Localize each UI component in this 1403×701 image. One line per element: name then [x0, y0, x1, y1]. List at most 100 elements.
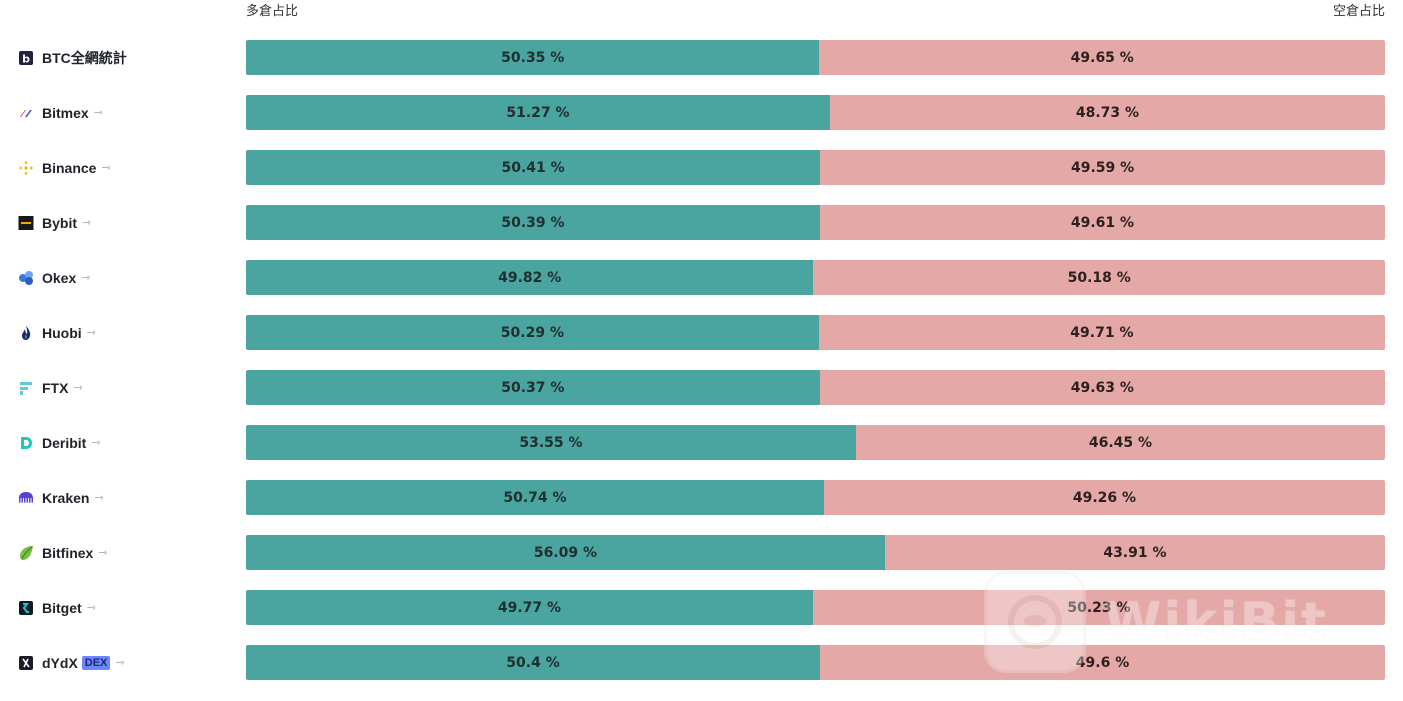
exchange-row: Bitfinex ⇾ 56.09 % 43.91 %: [0, 535, 1403, 590]
share-icon[interactable]: ⇾: [94, 492, 104, 504]
short-segment: 49.61 %: [819, 205, 1385, 240]
exchange-label[interactable]: dYdX DEX ⇾: [18, 645, 125, 680]
short-segment: 49.6 %: [820, 645, 1385, 680]
short-segment: 50.23 %: [812, 590, 1385, 625]
long-segment: 50.35 %: [246, 40, 820, 75]
ratio-bar: 50.41 % 49.59 %: [246, 150, 1385, 185]
dex-badge: DEX: [81, 655, 111, 670]
exchange-row: Bybit ⇾ 50.39 % 49.61 %: [0, 205, 1403, 260]
exchange-name: Bybit: [42, 214, 77, 231]
bitfinex-icon: [18, 545, 34, 561]
exchange-row: FTX ⇾ 50.37 % 49.63 %: [0, 370, 1403, 425]
short-segment: 49.71 %: [818, 315, 1385, 350]
exchange-row: dYdX DEX ⇾ 50.4 % 49.6 %: [0, 645, 1403, 700]
exchange-label[interactable]: Okex ⇾: [18, 260, 90, 295]
ratio-bar: 56.09 % 43.91 %: [246, 535, 1385, 570]
exchange-label[interactable]: Bitmex ⇾: [18, 95, 103, 130]
exchange-label[interactable]: b BTC全網統計: [18, 40, 127, 75]
exchange-row: Okex ⇾ 49.82 % 50.18 %: [0, 260, 1403, 315]
share-icon[interactable]: ⇾: [73, 382, 83, 394]
long-segment: 56.09 %: [246, 535, 885, 570]
exchange-row: Deribit ⇾ 53.55 % 46.45 %: [0, 425, 1403, 480]
binance-icon: [18, 160, 34, 176]
ftx-icon: [18, 380, 34, 396]
exchange-name: Deribit: [42, 434, 87, 451]
long-segment: 50.4 %: [246, 645, 821, 680]
long-segment: 50.37 %: [246, 370, 820, 405]
exchange-name: Kraken: [42, 489, 90, 506]
exchange-label[interactable]: Kraken ⇾: [18, 480, 104, 515]
exchange-name: FTX: [42, 379, 69, 396]
exchange-label[interactable]: Deribit ⇾: [18, 425, 101, 460]
ratio-bar: 50.35 % 49.65 %: [246, 40, 1385, 75]
exchange-row: Bitget ⇾ 49.77 % 50.23 %: [0, 590, 1403, 645]
huobi-icon: [18, 325, 34, 341]
share-icon[interactable]: ⇾: [115, 657, 125, 669]
exchange-name: Bitget: [42, 599, 82, 616]
short-segment: 49.26 %: [823, 480, 1385, 515]
long-segment: 50.29 %: [246, 315, 819, 350]
short-segment: 49.63 %: [819, 370, 1385, 405]
long-segment: 51.27 %: [246, 95, 830, 130]
long-segment: 49.82 %: [246, 260, 814, 295]
share-icon[interactable]: ⇾: [86, 327, 96, 339]
ratio-bar: 49.77 % 50.23 %: [246, 590, 1385, 625]
share-icon[interactable]: ⇾: [82, 217, 92, 229]
short-segment: 49.59 %: [820, 150, 1385, 185]
share-icon[interactable]: ⇾: [93, 107, 103, 119]
long-segment: 50.41 %: [246, 150, 821, 185]
short-segment: 46.45 %: [855, 425, 1385, 460]
share-icon[interactable]: ⇾: [86, 602, 96, 614]
svg-text:b: b: [22, 52, 30, 65]
ratio-bar: 50.39 % 49.61 %: [246, 205, 1385, 240]
dydx-icon: [18, 655, 34, 671]
exchange-name: Huobi: [42, 324, 82, 341]
share-icon[interactable]: ⇾: [81, 272, 91, 284]
exchange-list: b BTC全網統計 50.35 % 49.65 % Bitmex ⇾ 51.27…: [0, 40, 1403, 700]
long-ratio-header: 多倉占比: [246, 4, 299, 19]
exchange-row: Bitmex ⇾ 51.27 % 48.73 %: [0, 95, 1403, 150]
long-segment: 50.74 %: [246, 480, 824, 515]
long-segment: 49.77 %: [246, 590, 813, 625]
exchange-row: Binance ⇾ 50.41 % 49.59 %: [0, 150, 1403, 205]
ratio-bar: 51.27 % 48.73 %: [246, 95, 1385, 130]
exchange-label[interactable]: Bitget ⇾: [18, 590, 96, 625]
exchange-row: Kraken ⇾ 50.74 % 49.26 %: [0, 480, 1403, 535]
long-segment: 50.39 %: [246, 205, 820, 240]
kraken-icon: [18, 490, 34, 506]
ratio-bar: 50.37 % 49.63 %: [246, 370, 1385, 405]
short-segment: 43.91 %: [884, 535, 1385, 570]
exchange-name: Bitmex: [42, 104, 89, 121]
okex-icon: [18, 270, 34, 286]
share-icon[interactable]: ⇾: [91, 437, 101, 449]
short-segment: 49.65 %: [819, 40, 1385, 75]
exchange-name: Binance: [42, 159, 97, 176]
exchange-name: dYdX: [42, 654, 78, 671]
share-icon[interactable]: ⇾: [98, 547, 108, 559]
b-square-icon: b: [18, 50, 34, 66]
bybit-icon: [18, 215, 34, 231]
deribit-icon: [18, 435, 34, 451]
exchange-label[interactable]: Bitfinex ⇾: [18, 535, 108, 570]
exchange-label[interactable]: FTX ⇾: [18, 370, 83, 405]
long-segment: 53.55 %: [246, 425, 856, 460]
exchange-name: Okex: [42, 269, 77, 286]
short-segment: 50.18 %: [813, 260, 1385, 295]
exchange-label[interactable]: Bybit ⇾: [18, 205, 91, 240]
exchange-label[interactable]: Huobi ⇾: [18, 315, 96, 350]
ratio-bar: 50.29 % 49.71 %: [246, 315, 1385, 350]
share-icon[interactable]: ⇾: [101, 162, 111, 174]
bitmex-icon: [18, 105, 34, 121]
column-header: 多倉占比 空倉占比: [246, 0, 1385, 19]
ratio-bar: 50.74 % 49.26 %: [246, 480, 1385, 515]
exchange-row: b BTC全網統計 50.35 % 49.65 %: [0, 40, 1403, 95]
exchange-row: Huobi ⇾ 50.29 % 49.71 %: [0, 315, 1403, 370]
ratio-bar: 53.55 % 46.45 %: [246, 425, 1385, 460]
short-segment: 48.73 %: [829, 95, 1385, 130]
exchange-name: BTC全網統計: [42, 49, 127, 66]
exchange-label[interactable]: Binance ⇾: [18, 150, 111, 185]
exchange-name: Bitfinex: [42, 544, 94, 561]
ratio-bar: 50.4 % 49.6 %: [246, 645, 1385, 680]
ratio-bar: 49.82 % 50.18 %: [246, 260, 1385, 295]
short-ratio-header: 空倉占比: [1332, 4, 1385, 19]
